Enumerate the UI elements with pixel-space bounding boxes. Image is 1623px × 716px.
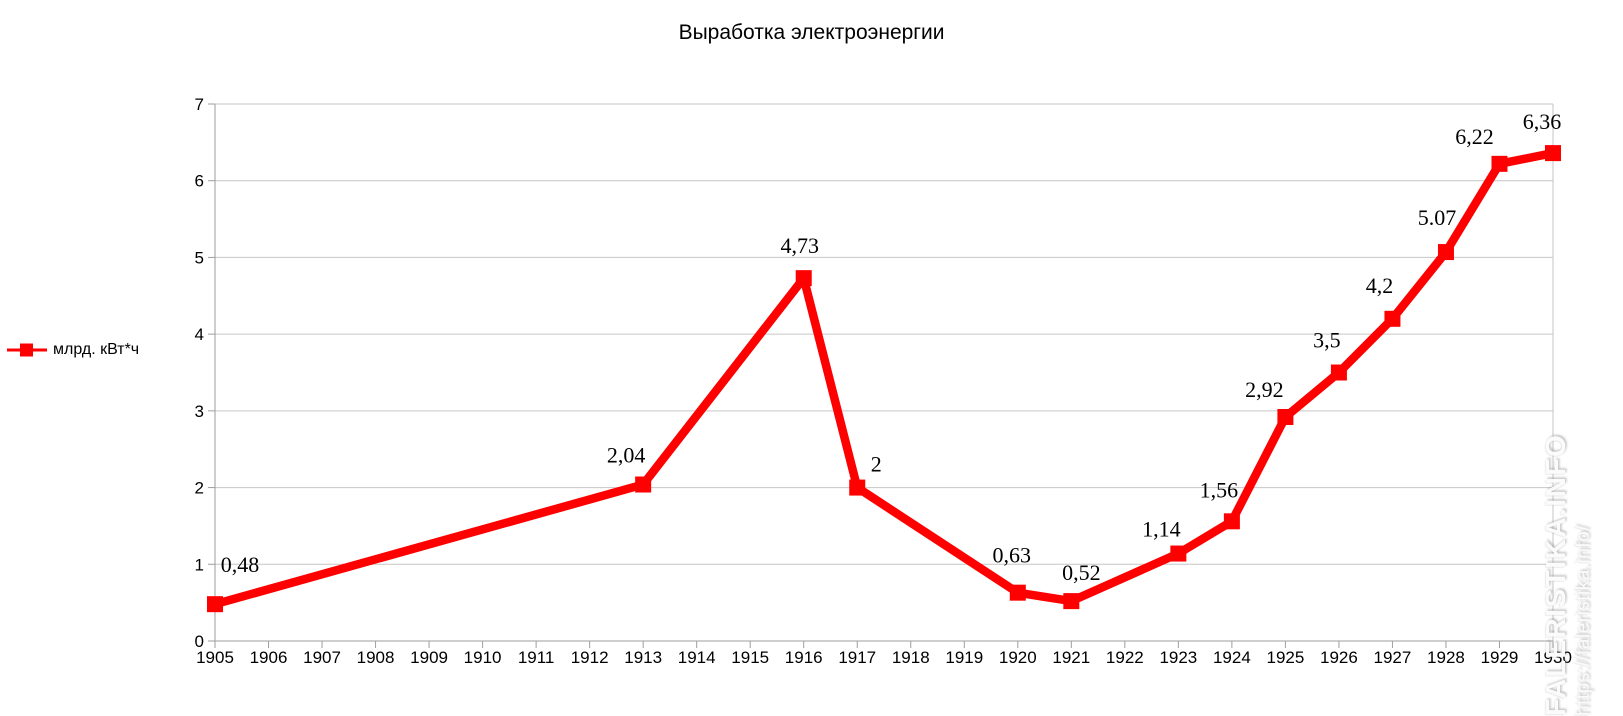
x-tick-label: 1905	[196, 648, 234, 667]
series-line	[213, 148, 1554, 609]
data-point-label: 1,56	[1200, 477, 1239, 502]
data-point-label: 5.07	[1418, 205, 1457, 230]
x-tick-label: 1922	[1106, 648, 1144, 667]
x-tick-label: 1920	[999, 648, 1037, 667]
x-tick-label: 1906	[250, 648, 288, 667]
data-point-marker	[849, 479, 866, 496]
data-point-marker	[635, 476, 652, 493]
y-tick-label: 0	[195, 632, 204, 651]
data-point-marker	[1223, 513, 1240, 530]
x-tick-label: 1915	[731, 648, 769, 667]
data-point-label: 6,36	[1523, 109, 1562, 134]
line-chart-plot-area: 0 1 2 3 4 5 6 7 1905 1906 1907 1908 1909 1910 1911 1912…	[195, 95, 1572, 667]
legend: млрд. кВт*ч	[6, 341, 139, 359]
x-tick-label: 1913	[624, 648, 662, 667]
data-point-marker	[795, 270, 812, 287]
x-tick-label: 1929	[1481, 648, 1519, 667]
x-tick-label: 1909	[410, 648, 448, 667]
x-tick-label: 1911	[518, 648, 555, 667]
x-tick-label: 1914	[678, 648, 716, 667]
data-point-marker	[1491, 155, 1508, 172]
data-point-label: 0,52	[1062, 560, 1101, 585]
data-point-label: 0,48	[221, 552, 260, 577]
y-tick-label: 7	[195, 95, 204, 114]
x-tick-label: 1919	[945, 648, 983, 667]
data-point-marker	[1063, 593, 1080, 610]
x-tick-label: 1927	[1374, 648, 1412, 667]
x-tick-label: 1923	[1159, 648, 1197, 667]
y-tick-label: 5	[195, 248, 204, 267]
data-point-label: 1,14	[1142, 517, 1181, 542]
y-tick-label: 4	[195, 325, 204, 344]
y-tick-label: 1	[195, 555, 204, 574]
x-tick-label: 1925	[1266, 648, 1304, 667]
data-point-marker	[1277, 408, 1294, 425]
x-tick-label: 1928	[1427, 648, 1465, 667]
data-point-label: 4,73	[780, 233, 819, 258]
x-tick-label: 1917	[838, 648, 876, 667]
data-point-marker	[207, 596, 223, 613]
data-point-marker	[1170, 545, 1187, 562]
data-point-label: 2,04	[607, 443, 646, 468]
data-point-marker	[1545, 145, 1561, 162]
data-point-marker	[1330, 364, 1347, 381]
data-point-label: 2	[871, 452, 882, 477]
legend-label: млрд. кВт*ч	[53, 341, 140, 358]
y-tick-label: 6	[195, 172, 204, 191]
x-tick-label: 1921	[1052, 648, 1090, 667]
data-point-label: 0,63	[993, 543, 1032, 568]
data-point-label: 6,22	[1455, 124, 1494, 149]
legend-line-marker-icon	[7, 343, 47, 357]
chart-title: Выработка электроэнергии	[678, 21, 945, 44]
x-tick-label: 1924	[1213, 648, 1251, 667]
data-point-label: 2,92	[1245, 377, 1284, 402]
x-tick-label: 1912	[571, 648, 609, 667]
data-point-label: 4,2	[1366, 273, 1394, 298]
x-tick-label: 1918	[892, 648, 930, 667]
x-tick-label: 1907	[303, 648, 341, 667]
x-tick-label: 1908	[357, 648, 395, 667]
data-point-marker	[1009, 584, 1026, 601]
x-tick-label: 1926	[1320, 648, 1358, 667]
x-tick-label: 1916	[785, 648, 823, 667]
data-point-label: 3,5	[1313, 328, 1341, 353]
data-point-marker	[1384, 310, 1401, 327]
x-tick-label: 1910	[464, 648, 502, 667]
y-tick-label: 2	[195, 479, 204, 498]
y-tick-label: 3	[195, 402, 204, 421]
x-tick-label: 1930	[1534, 648, 1572, 667]
data-point-marker	[1437, 244, 1454, 261]
